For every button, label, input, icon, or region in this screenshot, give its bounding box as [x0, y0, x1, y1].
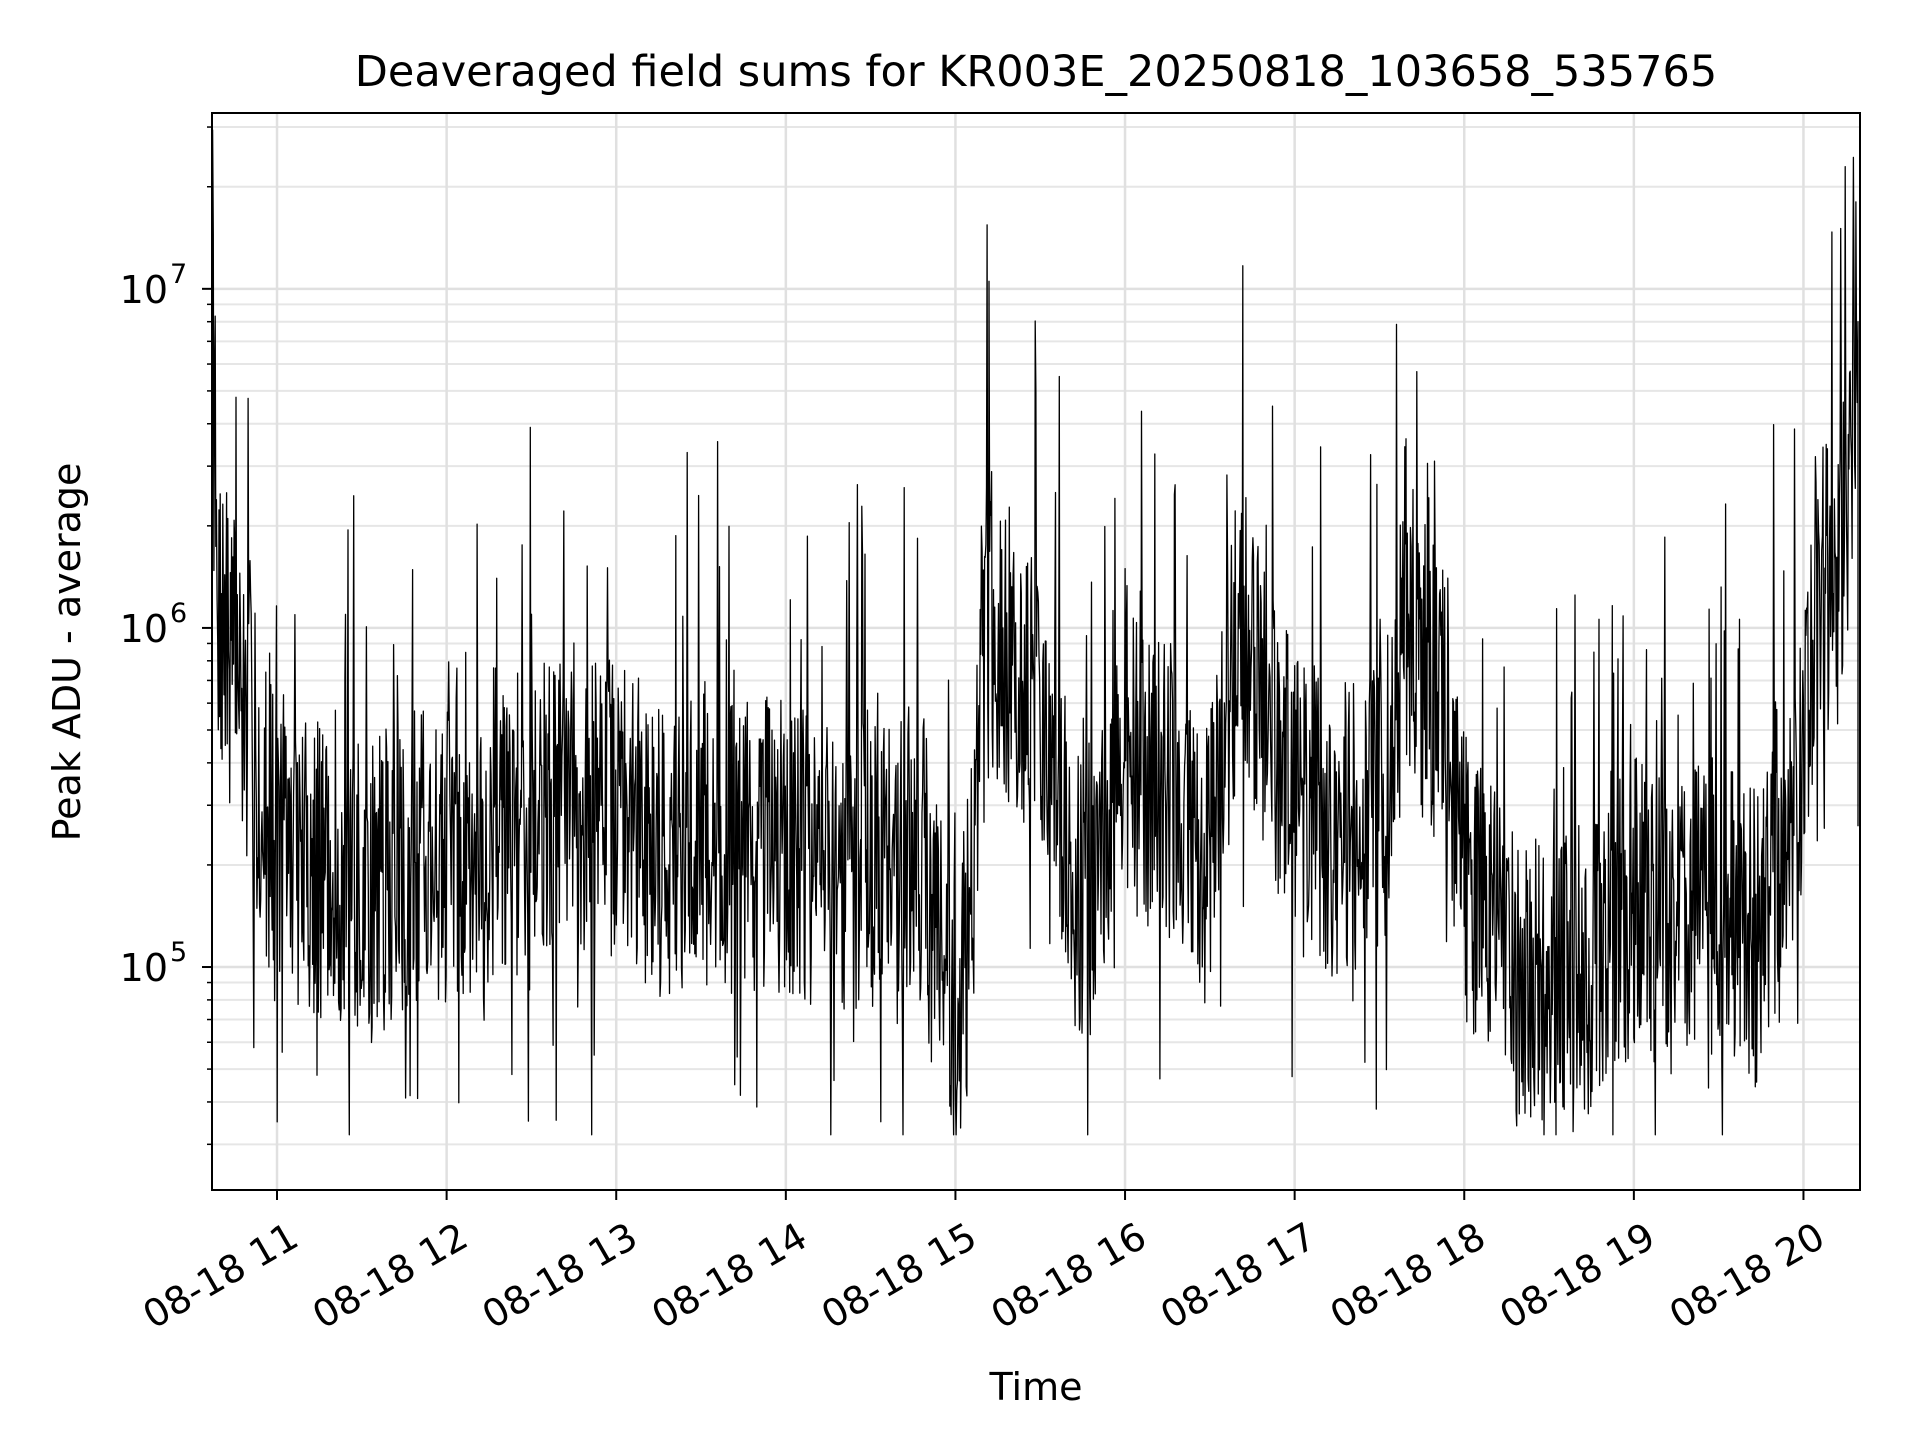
y-tick-label-exponent: 7: [170, 259, 187, 290]
x-axis-label: Time: [989, 1365, 1083, 1409]
y-tick-label: 10: [120, 607, 168, 651]
plot-frame: [211, 112, 1861, 1191]
plot-area: [211, 129, 1859, 1136]
y-axis-label: Peak ADU - average: [45, 463, 89, 842]
series-line: [211, 129, 1859, 1136]
y-tick-label: 10: [120, 268, 168, 312]
y-tick-label: 10: [120, 946, 168, 990]
y-tick-label-exponent: 5: [170, 937, 187, 968]
y-tick-label-exponent: 6: [170, 598, 187, 629]
chart-title: Deaveraged field sums for KR003E_2025081…: [355, 47, 1717, 97]
